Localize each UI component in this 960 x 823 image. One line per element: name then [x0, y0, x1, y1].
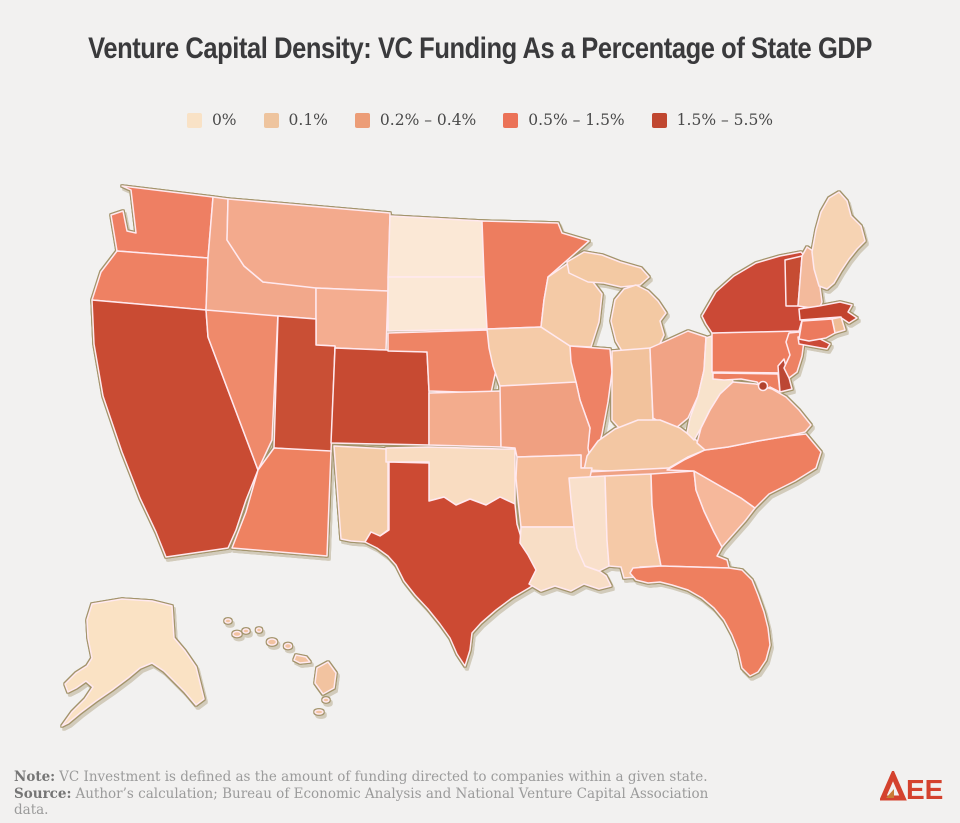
state-hawaii-island: Hawaii — 0.1% [266, 638, 278, 646]
state-hawaii-island: Hawaii — 0.1% [314, 709, 324, 715]
legend-label: 0.2% – 0.4% [379, 111, 477, 129]
state-hawaii-island: Hawaii — 0.1% [293, 654, 311, 664]
legend: 0% 0.1% 0.2% – 0.4% 0.5% – 1.5% 1.5% – 5… [0, 111, 960, 129]
logo-ee-text: EE [906, 774, 943, 803]
aee-logo: EE [879, 768, 944, 807]
state-district-of-columbia: District of Columbia — 1.5% – 5.5% [757, 380, 769, 392]
state-hawaii-big-island: Hawaii — 0.1% [314, 661, 337, 695]
state-arizona: Arizona — 0.5% – 1.5% [231, 447, 332, 557]
state-michigan-up: Michigan — 0.1% [566, 251, 650, 288]
legend-label: 0.5% – 1.5% [528, 111, 625, 129]
legend-item: 0.2% – 0.4% [354, 111, 477, 129]
legend-label: 0% [211, 111, 237, 129]
note-line: Note: VC Investment is defined as the amo… [14, 769, 734, 786]
state-hawaii-island: Hawaii — 0.1% [242, 628, 250, 634]
legend-swatch-icon [263, 112, 279, 128]
state-maine: Maine — 0.1% [811, 191, 866, 290]
source-line: Source: Author’s calculation; Bureau of E… [14, 786, 734, 819]
aee-logo-icon: EE [879, 768, 943, 805]
legend-item: 1.5% – 5.5% [651, 111, 774, 129]
state-michigan: Michigan — 0.1% [610, 284, 667, 358]
state-washington: Washington — 0.5% – 1.5% [110, 185, 214, 259]
state-hawaii-island: Hawaii — 0.1% [322, 697, 330, 703]
state-south-dakota: South Dakota — 0% [387, 276, 488, 332]
state-massachusetts: Massachusetts — 1.5% – 5.5% [798, 301, 858, 324]
note-label: Note: [14, 769, 56, 785]
source-label: Source: [14, 785, 72, 802]
legend-swatch-icon [186, 112, 202, 128]
legend-label: 1.5% – 5.5% [676, 111, 774, 129]
state-virginia: Virginia — 0.2% – 0.4% [696, 381, 812, 451]
state-hawaii-island: Hawaii — 0.1% [224, 618, 232, 624]
legend-swatch-icon [503, 112, 519, 128]
legend-item: 0% [186, 111, 237, 129]
footer-notes: Note: VC Investment is defined as the amo… [14, 769, 734, 819]
state-hawaii-island: Hawaii — 0.1% [232, 630, 242, 638]
state-colorado: Colorado — 1.5% – 5.5% [330, 347, 430, 446]
legend-swatch-icon [354, 112, 370, 128]
nation-outline: Washington — 0.5% – 1.5% Oregon — 0.5% –… [61, 185, 866, 727]
legend-label: 0.1% [288, 111, 328, 129]
legend-swatch-icon [651, 112, 667, 128]
logo-arrow [886, 789, 894, 798]
legend-item: 0.1% [263, 111, 328, 129]
state-kansas: Kansas — 0.2% – 0.4% [428, 390, 502, 448]
state-hawaii-island: Hawaii — 0.1% [255, 627, 263, 633]
state-wyoming: Wyoming — 0.2% – 0.4% [315, 287, 389, 351]
state-north-dakota: North Dakota — 0% [387, 215, 486, 278]
state-texas: Texas — 1.5% – 5.5% [364, 461, 541, 667]
state-alaska: Alaska — 0% [61, 598, 205, 727]
page-title: Venture Capital Density: VC Funding As a… [0, 32, 960, 66]
note-text: VC Investment is defined as the amount o… [59, 769, 708, 785]
state-new-hampshire: New Hampshire — 0.2% – 0.4% [797, 246, 823, 310]
state-delaware: Delaware — 1.5% – 5.5% [777, 358, 793, 393]
state-florida: Florida — 0.5% – 1.5% [629, 565, 771, 677]
page-title-text: Venture Capital Density: VC Funding As a… [88, 32, 872, 65]
state-new-mexico: New Mexico — 0.1% [333, 445, 389, 543]
legend-item: 0.5% – 1.5% [503, 111, 625, 129]
source-text: Author’s calculation; Bureau of Economic… [14, 785, 709, 819]
state-hawaii-island: Hawaii — 0.1% [283, 642, 293, 650]
state-connecticut: Connecticut — 0.5% – 1.5% [798, 318, 836, 342]
